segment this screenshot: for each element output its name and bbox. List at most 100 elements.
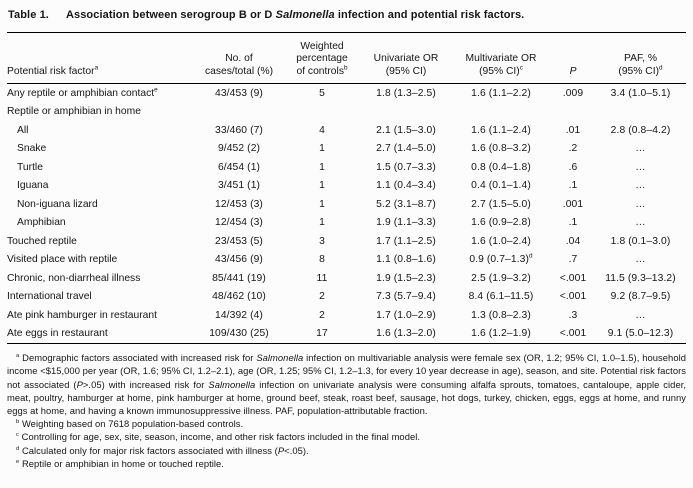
table-row: Snake 9/452 (2) 1 2.7 (1.4–5.0) 1.6 (0.8–3.2… xyxy=(7,140,686,159)
table-cell: .01 xyxy=(565,124,581,136)
table-cell: 3.4 (1.0–5.1) xyxy=(610,87,671,99)
table-cell: .009 xyxy=(562,87,584,99)
column-header: Weighted percentage of controlsb xyxy=(283,33,361,85)
table-cell: 1.7 (1.0–2.9) xyxy=(376,309,436,321)
table-cell: 6/454 (1) xyxy=(217,161,261,173)
table-cell: 1.9 (1.5–2.3) xyxy=(376,272,436,284)
footnote: a Demographic factors associated with in… xyxy=(7,352,687,417)
table-row: International travel 48/462 (10) 2 7.3 (5.7… xyxy=(7,288,686,307)
table-cell: 2.8 (0.8–4.2) xyxy=(610,124,671,136)
column-header: No. of cases/total (%) xyxy=(195,33,283,85)
risk-factor-label: All xyxy=(17,124,29,136)
column-header: Multivariate OR (95% CI)c xyxy=(451,33,551,85)
table-cell: 1.8 (0.1–3.0) xyxy=(610,235,671,247)
table-cell: 9.2 (8.7–9.5) xyxy=(610,291,671,303)
table-cell: 1.6 (1.1–2.4) xyxy=(471,124,531,136)
table-cell: <.001 xyxy=(559,291,587,303)
table-cell: 17 xyxy=(283,324,361,345)
table-row: Iguana 3/451 (1) 1 1.1 (0.4–3.4) 0.4 (0.1–1.… xyxy=(7,177,686,196)
table-cell: 109/430 (25) xyxy=(195,324,283,345)
table-cell: 43/453 (9) xyxy=(215,87,263,99)
table-row: Visited place with reptile 43/456 (9) 8 1.1… xyxy=(7,251,686,270)
table-cell: <.001 xyxy=(559,272,587,284)
table-cell: 1 xyxy=(319,161,325,173)
risk-factor-label: Ate pink hamburger in restaurant xyxy=(7,309,157,321)
table-cell: 2.7 (1.4–5.0) xyxy=(376,143,436,155)
risk-factor-label: Touched reptile xyxy=(7,235,77,247)
table-cell: 0.4 (0.1–1.4) xyxy=(471,180,531,192)
risk-factor-label: Snake xyxy=(17,143,47,155)
table-cell: 33/460 (7) xyxy=(215,124,263,136)
table-cell xyxy=(195,103,283,122)
table-cell: 5 xyxy=(319,87,325,99)
table-cell: 1.3 (0.8–2.3) xyxy=(471,309,531,321)
table-cell: 1.1 (0.4–3.4) xyxy=(376,180,436,192)
footnotes: a Demographic factors associated with in… xyxy=(7,344,686,470)
table-cell: 43/456 (9) xyxy=(215,254,263,266)
table-cell: 1.7 (1.1–2.5) xyxy=(376,235,436,247)
table-row: Chronic, non-diarrheal illness 85/441 (19… xyxy=(7,269,686,288)
table-cell: 2.1 (1.5–3.0) xyxy=(376,124,436,136)
table-cell: 8 xyxy=(319,254,325,266)
table-cell: 1.6 (1.3–2.0) xyxy=(361,324,451,345)
table-cell: 11 xyxy=(316,272,328,284)
table-cell: … xyxy=(635,198,646,210)
column-header: P xyxy=(551,33,595,85)
risk-factor-label: Reptile or amphibian in home xyxy=(7,106,141,118)
risk-factor-label: Amphibian xyxy=(17,217,66,229)
table-cell: … xyxy=(635,309,646,321)
caption-text-pre: Association between serogroup B or D xyxy=(65,9,276,21)
table-cell: 11.5 (9.3–13.2) xyxy=(605,272,676,284)
table-cell: 1 xyxy=(319,217,325,229)
table-cell: 12/453 (3) xyxy=(215,198,263,210)
column-header: PAF, % (95% CI)d xyxy=(595,33,686,85)
table-cell: .2 xyxy=(568,143,578,155)
table-cell: .1 xyxy=(568,180,578,192)
column-header: Potential risk factora xyxy=(7,33,195,85)
footnote: e Reptile or amphibian in home or touche… xyxy=(16,457,224,469)
table-cell: 1 xyxy=(319,143,325,155)
table-body: Any reptile or amphibian contacte 43/453 … xyxy=(7,84,686,345)
table-cell: 2.7 (1.5–5.0) xyxy=(471,198,531,210)
table-cell: .7 xyxy=(568,254,578,266)
caption-text-post: infection and potential risk factors. xyxy=(334,9,525,21)
table-cell: .3 xyxy=(568,309,578,321)
table-cell: 9/452 (2) xyxy=(217,143,261,155)
risk-factor-label: International travel xyxy=(7,291,92,303)
table-cell: … xyxy=(635,143,646,155)
footnote: b Weighting based on 7618 population-bas… xyxy=(16,418,244,430)
table-row: Non-iguana lizard 12/453 (3) 1 5.2 (3.1–8.7… xyxy=(7,195,686,214)
table-cell: 1.5 (0.7–3.3) xyxy=(376,161,436,173)
table-cell: 1.6 (1.0–2.4) xyxy=(471,235,531,247)
risk-factor-label: Non-iguana lizard xyxy=(17,198,98,210)
table-cell: 4 xyxy=(319,124,325,136)
table-cell: 23/453 (5) xyxy=(215,235,263,247)
table-cell: 1.6 (0.8–3.2) xyxy=(471,143,531,155)
table-cell xyxy=(283,103,361,122)
table-cell: 9.1 (5.0–12.3) xyxy=(595,324,686,345)
table-row: Ate pink hamburger in restaurant 14/392 (… xyxy=(7,306,686,325)
table-cell: 2 xyxy=(319,309,325,321)
table-cell: 1 xyxy=(319,180,325,192)
table-cell: 1.9 (1.1–3.3) xyxy=(376,217,436,229)
table-row: Any reptile or amphibian contacte 43/453 … xyxy=(7,84,686,103)
table-cell: .001 xyxy=(562,198,584,210)
table-cell: 14/392 (4) xyxy=(215,309,263,321)
table-row: Ate eggs in restaurant 109/430 (25) 17 1.6 … xyxy=(7,324,686,345)
table-cell: .04 xyxy=(565,235,581,247)
risk-factor-label: Turtle xyxy=(17,161,43,173)
risk-factor-label: Any reptile or amphibian contacte xyxy=(7,86,158,99)
table-row: Amphibian 12/454 (3) 1 1.9 (1.1–3.3) 1.6 (0.… xyxy=(7,214,686,233)
caption-italic-species: Salmonella xyxy=(275,9,335,21)
table-cell: … xyxy=(635,180,646,192)
table-cell xyxy=(551,103,595,122)
column-header: Univariate OR (95% CI) xyxy=(361,33,451,85)
table-cell: .1 xyxy=(568,217,578,229)
footnote: c Controlling for age, sex, site, season… xyxy=(16,431,421,443)
table-cell xyxy=(595,103,686,122)
table-cell xyxy=(361,103,451,122)
table-cell: … xyxy=(635,254,646,266)
table-row: Touched reptile 23/453 (5) 3 1.7 (1.1–2.5) 1… xyxy=(7,232,686,251)
table-cell: 1.6 (0.9–2.8) xyxy=(471,217,531,229)
